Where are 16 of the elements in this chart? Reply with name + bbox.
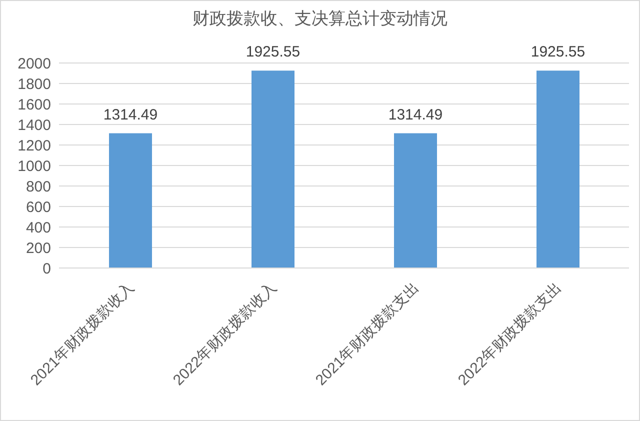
data-label: 1314.49	[103, 106, 158, 124]
y-tick-label: 600	[26, 198, 51, 216]
y-tick-label: 0	[42, 260, 51, 278]
y-tick-label: 1600	[18, 96, 51, 114]
data-label: 1925.55	[530, 44, 586, 61]
data-label: 1314.49	[388, 106, 443, 124]
y-tick-label: 1000	[18, 158, 51, 175]
chart-title: 财政拨款收、支决算总计变动情况	[192, 8, 448, 30]
y-tick-label: 200	[26, 240, 51, 257]
y-tick-label: 1800	[18, 76, 51, 93]
y-tick-label: 400	[26, 219, 51, 236]
data-label: 1925.55	[246, 44, 300, 61]
y-tick-label: 1200	[18, 137, 51, 154]
y-tick-label: 1400	[18, 116, 51, 134]
y-tick-label: 800	[26, 178, 51, 196]
y-tick-label: 2000	[18, 55, 51, 72]
